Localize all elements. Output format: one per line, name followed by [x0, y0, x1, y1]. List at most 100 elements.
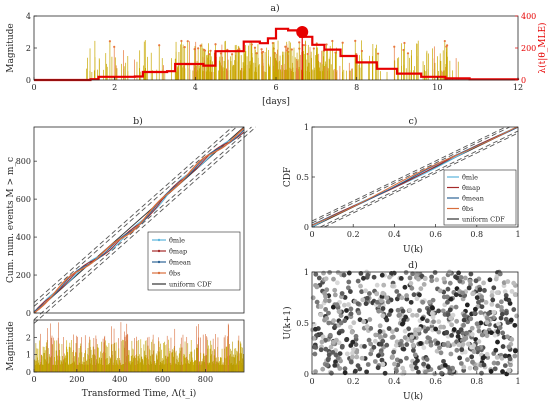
- scatter-point: [346, 279, 352, 285]
- scatter-point: [409, 334, 415, 340]
- scatter-point: [326, 298, 332, 304]
- scatter-point: [355, 278, 361, 284]
- scatter-point: [331, 318, 336, 324]
- scatter-point: [465, 357, 470, 363]
- scatter-point: [350, 346, 356, 352]
- scatter-point: [471, 343, 477, 348]
- scatter-point: [400, 365, 406, 371]
- scatter-point: [445, 299, 450, 305]
- panel-c-lines: [311, 126, 519, 228]
- scatter-point: [313, 326, 318, 332]
- scatter-point: [407, 275, 413, 281]
- legend-box: [147, 231, 241, 291]
- scatter-point: [424, 357, 430, 362]
- event-marker: [376, 52, 380, 55]
- scatter-point: [394, 327, 400, 333]
- scatter-point: [382, 370, 388, 376]
- scatter-point: [320, 334, 326, 340]
- scatter-point: [479, 332, 485, 338]
- scatter-point: [458, 361, 464, 366]
- scatter-point: [456, 270, 462, 276]
- y-tick-label: 1: [304, 268, 309, 277]
- panel-c-title: c): [408, 116, 417, 127]
- scatter-point: [374, 291, 380, 297]
- scatter-point: [348, 306, 354, 312]
- panel-b-y-ticks: 0 200 400 600 800: [16, 157, 37, 318]
- scatter-point: [409, 363, 414, 369]
- scatter-point: [413, 331, 418, 337]
- scatter-point: [511, 307, 517, 312]
- scatter-point: [481, 362, 487, 368]
- event-marker: [214, 43, 217, 46]
- y-tick-label: 1: [304, 123, 309, 132]
- panel-b-lines: [33, 126, 257, 324]
- scatter-point: [481, 280, 486, 286]
- legend-marker: [157, 271, 161, 275]
- scatter-point: [349, 329, 355, 335]
- scatter-point: [430, 305, 435, 311]
- event-marker: [341, 41, 344, 44]
- scatter-point: [395, 307, 401, 313]
- legend-label: θ̂map: [462, 183, 480, 192]
- event-marker: [304, 43, 307, 47]
- scatter-point: [466, 285, 472, 291]
- x-tick-label: 0.8: [470, 377, 483, 386]
- scatter-point: [401, 317, 407, 323]
- panel-b-frame: [33, 126, 245, 314]
- scatter-point: [351, 320, 357, 326]
- scatter-point: [397, 312, 403, 318]
- scatter-point: [421, 281, 427, 287]
- scatter-point: [379, 272, 385, 278]
- scatter-point: [478, 320, 484, 326]
- scatter-point: [464, 302, 470, 308]
- scatter-point: [372, 359, 378, 364]
- legend-marker: [157, 238, 161, 242]
- scatter-point: [399, 295, 405, 301]
- scatter-point: [494, 354, 500, 360]
- y-tick-label: 0: [26, 368, 31, 377]
- legend-label: θ̂bs: [169, 269, 180, 278]
- scatter-point: [429, 274, 434, 280]
- scatter-point: [447, 280, 453, 286]
- scatter-point: [347, 324, 353, 330]
- panel-d-points: [310, 269, 520, 377]
- scatter-point: [503, 293, 509, 298]
- scatter-point: [329, 370, 334, 376]
- scatter-point: [347, 289, 353, 294]
- scatter-point: [465, 341, 471, 347]
- scatter-point: [323, 346, 329, 352]
- scatter-point: [333, 352, 339, 358]
- scatter-point: [386, 326, 392, 331]
- scatter-point: [353, 368, 358, 374]
- scatter-point: [365, 272, 371, 278]
- scatter-point: [454, 347, 460, 353]
- scatter-point: [376, 353, 381, 358]
- scatter-point: [427, 299, 432, 305]
- scatter-point: [416, 276, 421, 282]
- event-marker: [290, 48, 293, 51]
- y-tick-label: 0: [26, 76, 31, 85]
- scatter-point: [324, 287, 330, 293]
- x-tick-label: 10: [432, 83, 442, 92]
- scatter-point: [494, 290, 500, 296]
- scatter-point: [334, 302, 340, 308]
- panel-b-bottom-xlabel: Transformed Time, Λ(t_i): [82, 388, 197, 399]
- scatter-point: [454, 318, 460, 324]
- scatter-point: [461, 368, 467, 373]
- panel-d-xlabel: U(k): [403, 391, 423, 402]
- scatter-point: [467, 365, 473, 371]
- scatter-point: [361, 275, 366, 281]
- scatter-point: [368, 351, 374, 357]
- scatter-point: [326, 352, 332, 358]
- panel-a: a) 0 2 4 6 8 10 12 0 2 4 0 200 400 [days] Magnitud…: [6, 3, 548, 107]
- confidence-band: [33, 126, 233, 303]
- scatter-point: [451, 327, 457, 332]
- scatter-point: [403, 270, 409, 275]
- scatter-point: [409, 285, 415, 291]
- y-tick-label: 4: [26, 12, 31, 21]
- event-marker: [331, 39, 334, 43]
- scatter-point: [417, 308, 422, 313]
- scatter-point: [333, 359, 338, 365]
- event-marker: [209, 49, 212, 52]
